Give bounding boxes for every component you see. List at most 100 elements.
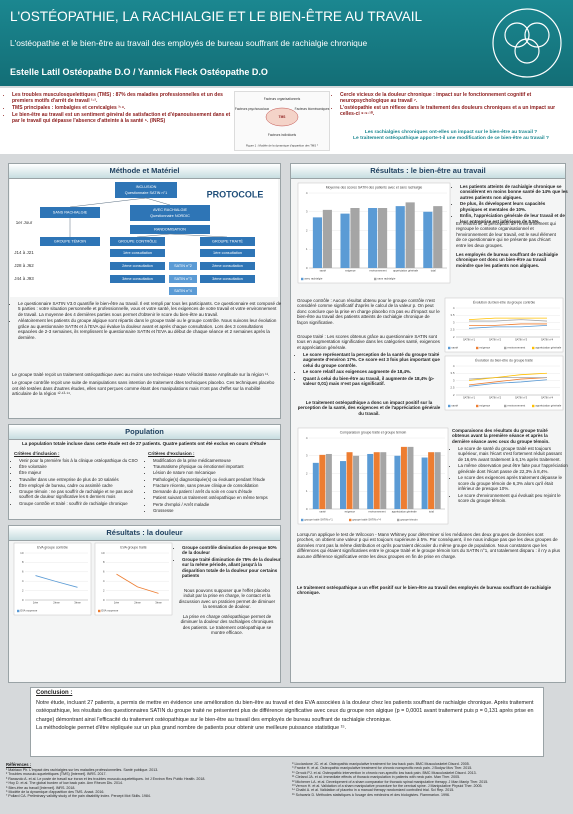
legend-label: sans rachialgie [377, 277, 395, 281]
line [116, 573, 159, 594]
text-item: De plus, ils développent leurs capacités… [460, 201, 568, 212]
text-item: ¹ Mairiaux Ph. L'impact des rachialgies … [6, 768, 159, 772]
text-item: ⁹ Franke H. et al. Osteopathic manipulat… [292, 766, 473, 771]
x-tick-label: exigence [345, 510, 356, 514]
y-tick-label: 1 [306, 247, 308, 251]
comparison-bullets: Le score de santé du groupe traité est t… [452, 446, 568, 505]
intro-left: Les troubles musculosquelettiques (TMS) … [6, 92, 234, 125]
text-item: ³ Ranavolo A. et al. Le poste de travail… [6, 776, 206, 781]
fig-caption: Figure 1 : Modèle de la dynamique d'appa… [246, 144, 318, 148]
treated-bullets: Le score représentant la perception de l… [297, 352, 447, 388]
text-item: ¹⁴ Chaibi A. et al. Validation of placeb… [292, 788, 455, 793]
section-title: Résultats : la douleur [9, 526, 280, 541]
authors: Estelle Latil Ostéopathe D.O / Yannick F… [10, 67, 268, 77]
y-tick-label: 0 [22, 598, 24, 602]
fig-node: Facteurs biomécaniques [295, 107, 330, 111]
text-item: Nous pouvons supposer que l'effet placeb… [178, 588, 276, 610]
text-item: Modification de la prise médicamenteuse [153, 458, 283, 463]
text-item: Enfin, l'appréciation générale de leur t… [460, 213, 568, 224]
legend-label: environnement [507, 404, 525, 408]
subtitle: L'ostéopathie et le bien-être au travail… [10, 38, 368, 48]
y-tick-label: 2 [306, 471, 308, 475]
legend-swatch [448, 346, 451, 350]
text-item: Le groupe contrôle reçoit une suite de m… [12, 380, 275, 397]
x-tick-label: SATIN n°4 [541, 396, 554, 400]
population-lead: La population totale incluse dans cette … [21, 441, 267, 446]
x-tick-label: SATIN n°1 [463, 338, 476, 342]
questions: Les rachialgies chroniques ont-elles un … [336, 130, 566, 142]
text-item: Groupe traité diminution de 75% de la do… [182, 557, 282, 579]
protocol-node: AVEC RACHIALGIE [153, 208, 188, 212]
text-item: Venir pour la première fois à la cliniqu… [19, 458, 147, 463]
section-title: Population [9, 425, 280, 440]
bar [400, 446, 407, 509]
x-tick-label: exigence [345, 269, 356, 273]
text-item: Être majeur [19, 470, 147, 475]
text-item: ¹² Michener LA. et al. Development of a … [292, 779, 489, 784]
legend-label: groupe traité SATIN n°4 [352, 518, 381, 522]
bar [322, 209, 332, 268]
text-item: Le score d'environnement qui évoluait pe… [458, 493, 568, 504]
y-tick-label: 6 [103, 570, 105, 574]
y-tick-label: 3 [306, 454, 308, 458]
protocol-node: GROUPE CONTRÔLE [118, 239, 157, 244]
pain-bullets: Groupe contrôle diminution de presque 50… [176, 545, 282, 580]
legend-label: EVA moyenne [20, 609, 37, 613]
text-item: Le groupe traité reçoit un traitement os… [12, 372, 270, 377]
protocol-title: PROTOCOLE [207, 189, 264, 199]
text-item: Patient suivant un traitement ostéopathi… [153, 495, 283, 500]
text-item: ¹³ Vernon H. et al. Validation of a sham… [292, 783, 483, 788]
line [469, 319, 548, 322]
x-tick-label: 2ème [134, 601, 141, 605]
legend-label: santé [451, 346, 458, 350]
chart-title: EVA groupe contrôle [37, 545, 68, 549]
legend-swatch [397, 518, 400, 522]
x-tick-label: 1ère [33, 601, 39, 605]
bar [395, 206, 405, 268]
inclusion-list: Venir pour la première fois à la cliniqu… [13, 458, 147, 507]
bar [407, 446, 414, 509]
line [468, 372, 548, 381]
title: L'OSTÉOPATHIE, LA RACHIALGIE ET LE BIEN-… [10, 9, 423, 24]
legend-label: environnement [507, 346, 525, 350]
text-item: L'ostéopathie est un réflexe dans le tra… [340, 105, 572, 117]
protocol-node: GROUPE TÉMOIN [54, 239, 86, 244]
text-item: Le score représentant la perception de l… [303, 352, 447, 368]
text-item: Les patients atteints de rachialgie chro… [460, 184, 568, 200]
protocol-node: 2ème consultation [212, 264, 243, 268]
protocol-node: 1ère consultation [213, 251, 242, 255]
text-item: ⁸ Licciardone JC. et al. Osteopathic man… [292, 762, 470, 766]
y-tick-label: 3.5 [450, 313, 455, 317]
text-item: Le score des exigences après traitement … [458, 475, 568, 491]
x-tick-label: appréciation générale [392, 510, 418, 514]
text-item: Groupe contrôle et traité : souffrir de … [19, 501, 147, 506]
text-item: Groupe contrôle diminution de presque 50… [182, 545, 282, 556]
y-tick-label: 8 [103, 560, 105, 564]
protocol-day: J44 à J93 [14, 276, 34, 281]
y-tick-label: 3 [453, 378, 455, 382]
text-item: Être volontaire [19, 464, 147, 469]
protocol-node: 3ème consultation [122, 277, 153, 281]
y-tick-label: 4 [306, 436, 308, 440]
protocol-node: Questionnaire NORDIC [150, 214, 190, 218]
text-item: ⁴ Hoy D. et al. The global burden of low… [6, 781, 123, 786]
population-box: Population [8, 424, 281, 520]
protocol-node: SATIN n°4 [174, 289, 192, 293]
wellbeing-findings: Les patients atteints de rachialgie chro… [454, 184, 568, 225]
bar [405, 202, 415, 268]
y-tick-label: 0 [103, 598, 105, 602]
x-tick-label: total [429, 510, 434, 514]
text-item: TMS principales : lombalgies et cervical… [12, 105, 234, 111]
text-item: Les rachialgies chroniques ont-elles un … [364, 130, 538, 135]
wilcoxon-text: Lorsqu'on applique le test de Wilcoxon -… [297, 532, 561, 559]
text-item: Cercle vicieux de la douleur chronique :… [340, 92, 572, 104]
text-item: ¹¹ Cleland JA. et al. Immediate effects … [292, 775, 461, 780]
text-item: Grossesse [153, 508, 283, 513]
bar [373, 452, 380, 509]
text-item: Groupe témoin : ne pas souffrir de rachi… [19, 489, 147, 499]
legend-label: groupe traité SATIN n°1 [304, 518, 333, 522]
legend-label: groupe témoin [400, 518, 418, 522]
text-item: Traumatisme physique ou émotionnel impor… [153, 464, 283, 469]
x-tick-label: appréciation générale [393, 269, 419, 273]
